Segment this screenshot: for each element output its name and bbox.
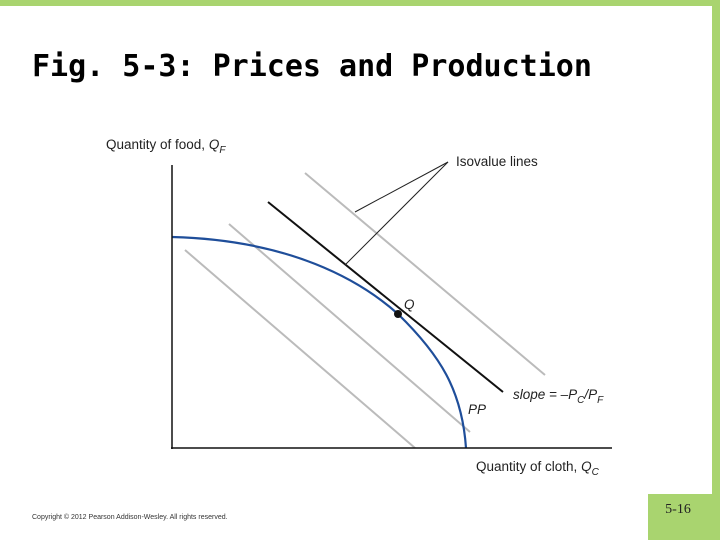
tangent-line (267, 201, 504, 393)
top-bar (0, 0, 720, 6)
axes (171, 165, 612, 449)
isovalue-lines (184, 172, 546, 449)
curve-label: PP (468, 402, 486, 417)
isovalue-line (228, 223, 471, 433)
callout-line (344, 161, 449, 266)
callout-label: Isovalue lines (456, 154, 538, 169)
point-label: Q (404, 297, 415, 312)
isovalue-line (304, 172, 546, 376)
y-axis-label: Quantity of food, QF (106, 137, 226, 156)
slope-label: slope = –PC/PF (513, 387, 604, 406)
point-q (394, 310, 402, 318)
isovalue-line (184, 249, 416, 449)
callout-line (354, 161, 449, 213)
page-box (648, 494, 720, 540)
x-axis-label: Quantity of cloth, QC (476, 459, 600, 478)
copyright: Copyright © 2012 Pearson Addison-Wesley.… (32, 513, 228, 521)
page-number: 5-16 (665, 502, 691, 517)
callout-lines (344, 161, 449, 266)
right-bar (712, 0, 720, 540)
pp-curve (171, 235, 468, 449)
title: Fig. 5-3: Prices and Production (32, 49, 592, 84)
